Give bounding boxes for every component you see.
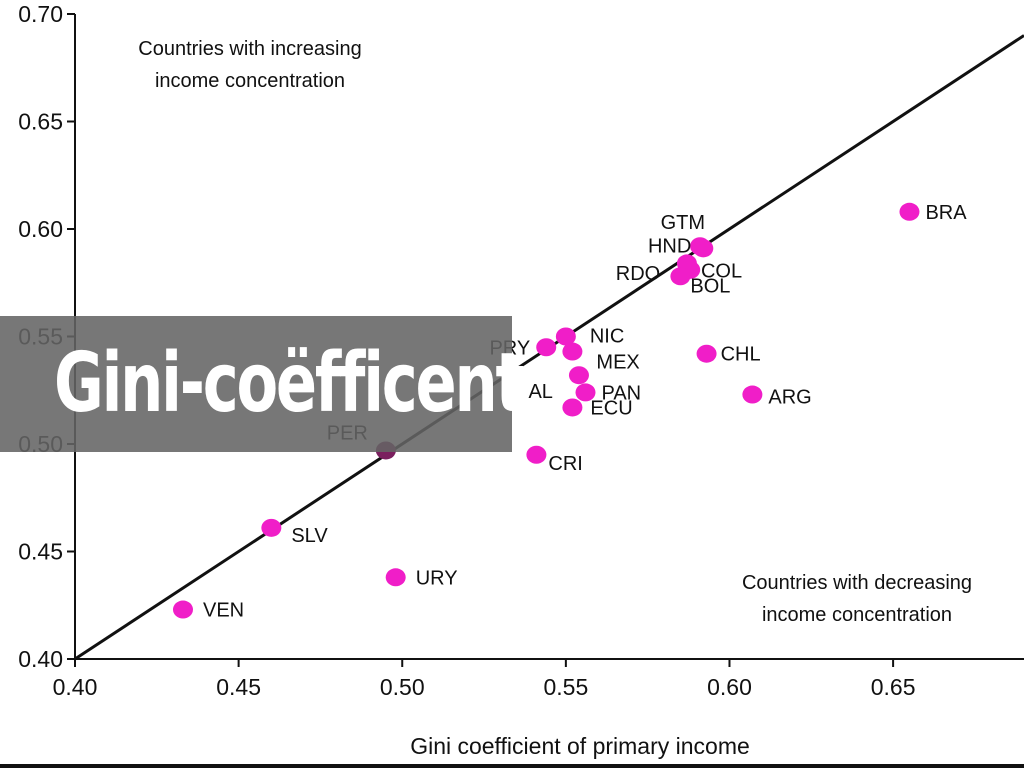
data-label-bol: BOL [690, 275, 730, 297]
annotation-decreasing-line1: Countries with decreasing [742, 572, 972, 594]
annotation-decreasing-line2: income concentration [762, 604, 952, 626]
data-label-bra: BRA [925, 202, 967, 224]
data-point-mex [562, 342, 583, 361]
x-tick-label: 0.55 [543, 674, 588, 700]
data-point-ven [172, 600, 193, 619]
slide-title: Gini-coëfficent [54, 336, 524, 431]
data-points: BRAGTMHNDCOLRDOBOLNICPRYMEXCHLALPANARGEC… [172, 202, 967, 622]
data-label-arg: ARG [768, 387, 811, 409]
x-tick-label: 0.65 [871, 674, 916, 700]
data-point-arg [742, 385, 763, 404]
data-point-nic [555, 327, 576, 346]
y-tick-label: 0.70 [18, 1, 63, 27]
data-label-nic: NIC [590, 326, 624, 348]
data-label-ven: VEN [203, 600, 244, 622]
annotation-increasing-line1: Countries with increasing [138, 38, 361, 60]
data-point-pry [536, 338, 557, 357]
annotation-increasing: Countries with increasing income concent… [138, 38, 361, 92]
data-point-ecu [562, 398, 583, 417]
data-label-gtm: GTM [661, 212, 705, 234]
data-point-slv [261, 518, 282, 537]
data-point-hnd [693, 239, 714, 258]
data-label-rdo: RDO [616, 263, 660, 285]
y-tick-label: 0.60 [18, 216, 63, 242]
data-point-bol [670, 267, 691, 286]
data-label-col: COL [701, 260, 742, 282]
annotation-decreasing: Countries with decreasing income concent… [742, 572, 972, 626]
data-label-cri: CRI [548, 453, 582, 475]
data-point-bra [899, 202, 920, 221]
x-axis-label: Gini coefficient of primary income [410, 733, 750, 759]
x-tick-label: 0.50 [380, 674, 425, 700]
data-label-ury: URY [416, 567, 458, 589]
data-label-slv: SLV [291, 525, 328, 547]
x-tick-label: 0.45 [216, 674, 261, 700]
data-label-al: AL [528, 381, 552, 403]
data-point-cri [526, 445, 547, 464]
bottom-divider [0, 764, 1024, 768]
title-banner: Gini-coëfficent [0, 316, 524, 452]
data-point-pan [575, 383, 596, 402]
annotation-increasing-line2: income concentration [155, 70, 345, 92]
x-tick-label: 0.40 [53, 674, 98, 700]
data-point-al [568, 366, 589, 385]
data-label-ecu: ECU [590, 397, 632, 419]
data-point-chl [696, 344, 717, 363]
data-label-mex: MEX [596, 352, 639, 374]
data-point-ury [385, 568, 406, 587]
y-tick-label: 0.65 [18, 109, 63, 135]
x-tick-label: 0.60 [707, 674, 752, 700]
data-label-hnd: HND [648, 235, 691, 257]
y-tick-label: 0.45 [18, 539, 63, 565]
y-tick-label: 0.40 [18, 646, 63, 672]
data-label-pan: PAN [601, 382, 641, 404]
data-label-chl: CHL [721, 344, 761, 366]
